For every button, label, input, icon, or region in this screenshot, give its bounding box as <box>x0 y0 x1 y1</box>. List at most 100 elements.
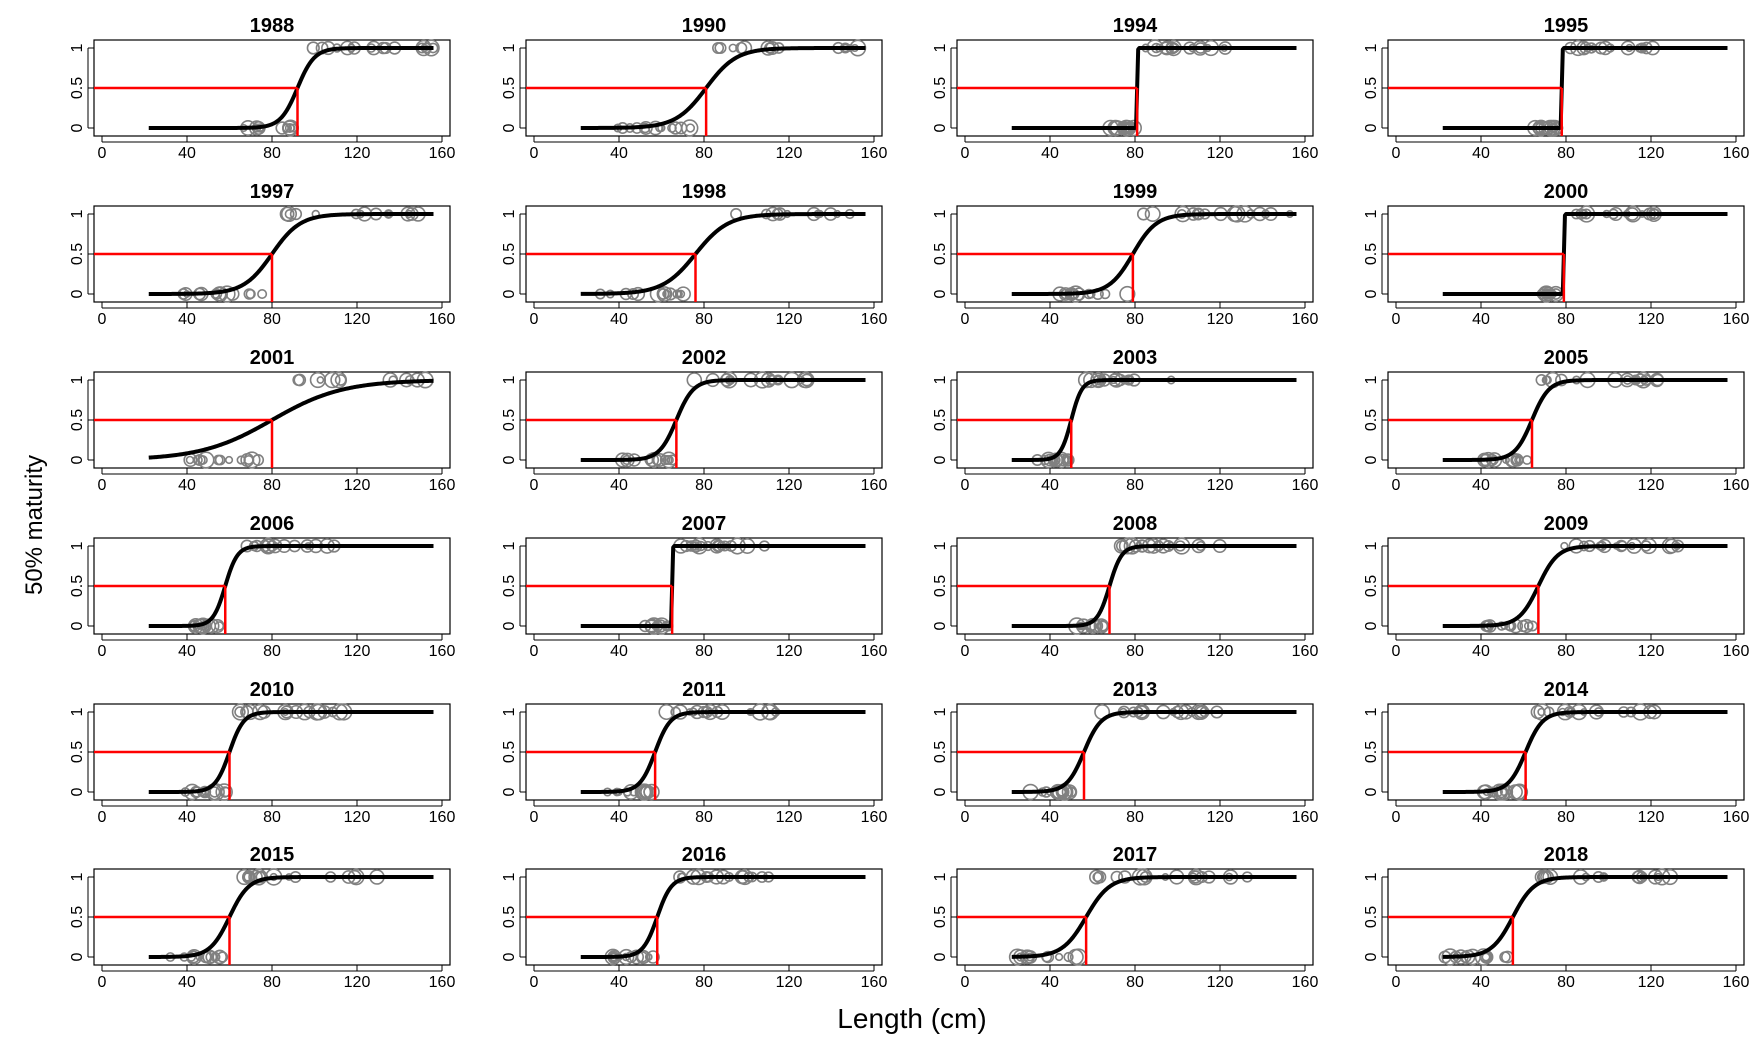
maturity-curve <box>1441 46 1729 130</box>
observation-mature <box>728 43 738 53</box>
x-tick-label: 0 <box>1392 643 1401 660</box>
y-tick-label: 0.5 <box>1363 741 1380 763</box>
x-tick-label: 120 <box>776 477 803 494</box>
observation-mature <box>658 703 675 721</box>
x-tick-label: 40 <box>178 311 196 328</box>
panel-2000: 2000 0 40 80 120 160 0 0.5 1 <box>1363 181 1749 328</box>
maturity-curve <box>1441 212 1729 296</box>
observation-immature <box>257 288 268 300</box>
panel-2006: 2006 0 40 80 120 160 0 0.5 1 <box>69 513 455 660</box>
panel-1994: 1994 0 40 80 120 160 0 0.5 1 <box>932 15 1318 162</box>
x-tick-label: 160 <box>861 809 888 826</box>
y-tick-label: 0.5 <box>501 906 518 928</box>
observation-mature <box>316 376 325 384</box>
x-tick-label: 160 <box>1723 643 1750 660</box>
x-tick-label: 160 <box>429 311 456 328</box>
observation-mature <box>306 41 320 55</box>
maturity-curve <box>579 710 867 794</box>
x-tick-label: 120 <box>344 643 371 660</box>
panel-1990: 1990 0 40 80 120 160 0 0.5 1 <box>501 15 887 162</box>
panel-title: 2008 <box>1113 513 1158 535</box>
x-tick-label: 80 <box>695 311 713 328</box>
y-tick-label: 0 <box>932 123 949 132</box>
x-tick-label: 0 <box>961 809 970 826</box>
y-tick-label: 0 <box>501 123 518 132</box>
panel-title: 2010 <box>250 679 295 701</box>
y-tick-label: 1 <box>1363 375 1380 384</box>
panel-title: 1997 <box>250 181 295 203</box>
x-tick-label: 40 <box>610 974 628 991</box>
x-tick-label: 80 <box>1126 145 1144 162</box>
panel-title: 2001 <box>250 347 295 369</box>
x-tick-label: 160 <box>429 643 456 660</box>
x-tick-label: 80 <box>695 145 713 162</box>
x-tick-label: 160 <box>1292 145 1319 162</box>
x-tick-label: 0 <box>530 643 539 660</box>
panel-title: 1988 <box>250 15 295 37</box>
x-tick-label: 120 <box>344 477 371 494</box>
x-tick-label: 80 <box>263 974 281 991</box>
observation-mature <box>234 706 246 718</box>
observation-mature <box>309 371 327 389</box>
y-tick-label: 1 <box>69 209 86 218</box>
x-tick-label: 80 <box>695 809 713 826</box>
y-tick-label: 1 <box>1363 707 1380 716</box>
y-tick-label: 0.5 <box>932 741 949 763</box>
observation-mature <box>1542 375 1552 385</box>
y-tick-label: 0.5 <box>501 575 518 597</box>
y-tick-label: 0 <box>69 621 86 630</box>
panel-2015: 2015 0 40 80 120 160 0 0.5 1 <box>69 844 455 991</box>
observation-immature <box>210 619 225 633</box>
maturity-curve <box>1441 544 1729 628</box>
maturity-curve <box>1010 378 1298 462</box>
observation-mature <box>289 207 303 221</box>
x-tick-label: 80 <box>263 145 281 162</box>
x-tick-label: 160 <box>861 145 888 162</box>
y-tick-label: 0 <box>501 455 518 464</box>
panel-title: 2011 <box>682 679 725 701</box>
x-tick-label: 40 <box>1041 974 1059 991</box>
y-tick-label: 0 <box>1363 787 1380 796</box>
panel-title: 2014 <box>1544 679 1589 701</box>
x-tick-label: 120 <box>1638 643 1665 660</box>
x-tick-label: 40 <box>1041 643 1059 660</box>
panel-title: 1999 <box>1113 181 1158 203</box>
observation-immature <box>1097 620 1109 632</box>
y-tick-label: 0 <box>1363 455 1380 464</box>
x-tick-label: 0 <box>530 477 539 494</box>
y-tick-label: 0 <box>69 952 86 961</box>
observation-immature <box>215 783 233 801</box>
y-tick-label: 1 <box>932 872 949 881</box>
panel-1998: 1998 0 40 80 120 160 0 0.5 1 <box>501 181 887 328</box>
y-tick-label: 0.5 <box>69 575 86 597</box>
y-tick-label: 0 <box>69 289 86 298</box>
panel-1995: 1995 0 40 80 120 160 0 0.5 1 <box>1363 15 1749 162</box>
y-tick-label: 1 <box>69 43 86 52</box>
y-tick-label: 0.5 <box>69 77 86 99</box>
observation-immature <box>198 455 208 465</box>
y-tick-label: 0 <box>932 952 949 961</box>
observation-mature <box>1136 207 1151 221</box>
panel-2017: 2017 0 40 80 120 160 0 0.5 1 <box>932 844 1318 991</box>
panel-1997: 1997 0 40 80 120 160 0 0.5 1 <box>69 181 455 328</box>
x-tick-label: 120 <box>1638 145 1665 162</box>
observation-mature <box>1535 374 1548 386</box>
x-tick-label: 40 <box>178 643 196 660</box>
y-tick-label: 0 <box>932 787 949 796</box>
x-tick-label: 120 <box>1638 311 1665 328</box>
observation-immature <box>675 286 691 302</box>
x-tick-label: 0 <box>530 311 539 328</box>
x-tick-label: 40 <box>1041 477 1059 494</box>
y-tick-label: 1 <box>501 209 518 218</box>
y-tick-label: 0.5 <box>501 243 518 265</box>
x-tick-label: 0 <box>961 643 970 660</box>
observation-immature <box>652 453 667 467</box>
y-tick-label: 1 <box>501 541 518 550</box>
observation-immature <box>685 123 696 133</box>
x-tick-label: 80 <box>1126 477 1144 494</box>
maturity-curve <box>1010 710 1298 794</box>
x-tick-label: 160 <box>1723 311 1750 328</box>
observation-mature <box>293 373 307 387</box>
x-tick-label: 80 <box>1557 477 1575 494</box>
observation-immature <box>193 453 206 467</box>
